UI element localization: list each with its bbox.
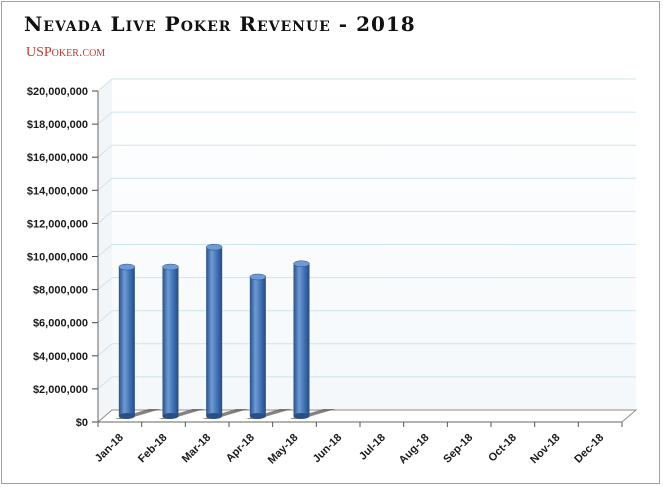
y-tick-label: $18,000,000 [27, 119, 88, 131]
gridline-side [97, 144, 113, 158]
bar-bottom-cap [206, 413, 223, 419]
bar-top-cap [118, 263, 136, 271]
y-tick-label: $2,000,000 [33, 384, 88, 396]
y-tick-label: $14,000,000 [27, 185, 88, 197]
y-tick-label: $12,000,000 [27, 218, 88, 230]
x-tick-label: Mar-18 [180, 432, 214, 466]
bar [118, 267, 135, 416]
bar [162, 267, 179, 416]
y-tick-label: $8,000,000 [33, 285, 88, 297]
x-tick-label: Nov-18 [528, 432, 562, 466]
y-tick-label: $16,000,000 [27, 152, 88, 164]
gridline-side [97, 376, 113, 390]
gridline-side [97, 343, 113, 357]
gridline-side [97, 244, 113, 257]
x-tick-label: Jul-18 [357, 432, 388, 463]
y-tick-label: $10,000,000 [27, 252, 88, 264]
x-tick-label: Jun-18 [311, 432, 345, 466]
y-tick-label: $6,000,000 [33, 318, 88, 330]
bar-top-cap [205, 243, 223, 251]
gridline-side [97, 177, 113, 191]
x-tick-label: Aug-18 [397, 432, 432, 467]
gridline-side [97, 277, 113, 290]
chart-title: Nevada Live Poker Revenue - 2018 [24, 12, 416, 36]
gridline-side [97, 78, 113, 92]
y-tick-label: $0 [76, 417, 88, 429]
x-tick-label: Jan-18 [93, 432, 126, 465]
bar-top-cap [293, 260, 310, 267]
gridline-side [97, 111, 113, 125]
bar-top-cap [249, 273, 267, 281]
y-tick-label: $4,000,000 [33, 351, 88, 363]
gridline-side [97, 211, 113, 224]
bar-bottom-cap [249, 413, 266, 419]
bar-top-cap [162, 263, 179, 271]
bar [206, 247, 223, 416]
chart-subtitle: USPoker.com [26, 45, 106, 60]
x-tick-label: Oct-18 [486, 432, 519, 465]
y-tick-label: $20,000,000 [27, 86, 88, 98]
gridline-side [97, 310, 113, 324]
bar [293, 263, 310, 416]
bar-bottom-cap [162, 413, 179, 419]
x-tick-label: May-18 [266, 432, 301, 467]
x-tick-label: Apr-18 [224, 432, 257, 465]
bar [249, 276, 266, 416]
bar-bottom-cap [293, 413, 310, 419]
x-tick-label: Feb-18 [136, 432, 170, 466]
x-tick-label: Dec-18 [572, 432, 606, 466]
bar-bottom-cap [118, 413, 135, 419]
x-tick-label: Sep-18 [441, 432, 475, 466]
